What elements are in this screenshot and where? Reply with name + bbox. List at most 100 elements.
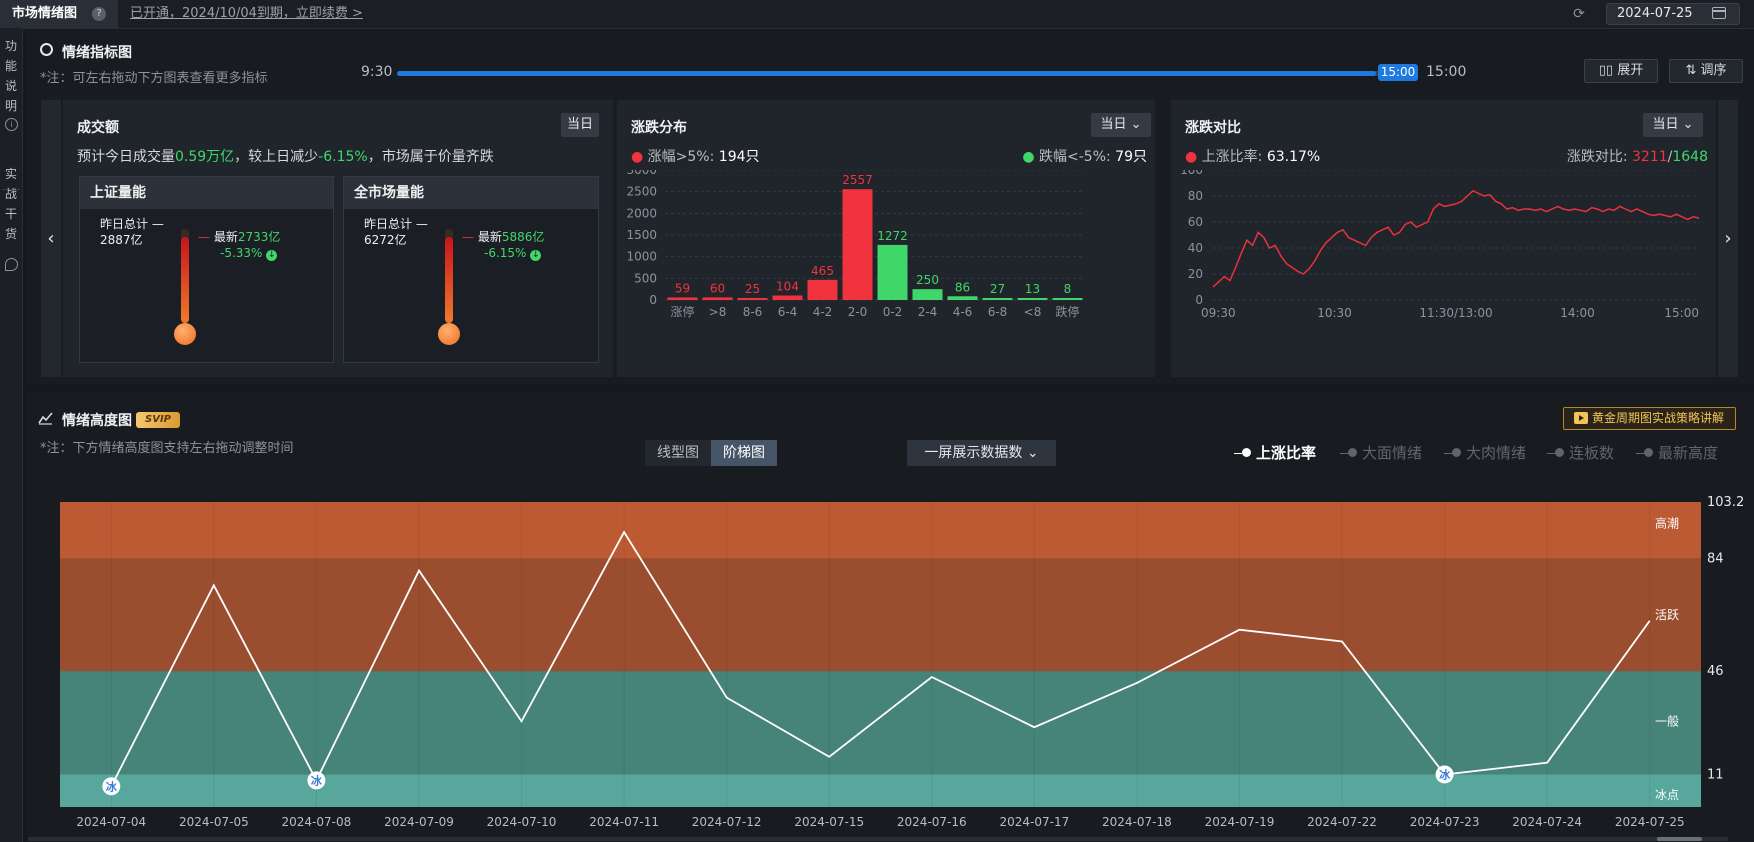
x-tick-label: 2024-07-17 — [999, 815, 1069, 829]
volume-card-all: 全市场量能 昨日总计 —6272亿 — 最新5886亿 -6.15% ↓ — [343, 176, 599, 363]
svip-badge: SVIP — [136, 412, 180, 428]
tab-line-chart[interactable]: 线型图 — [645, 440, 711, 466]
rail-feature-guide[interactable]: 功能说明 — [4, 39, 17, 113]
legend-rise-ratio[interactable]: 上涨比率 — [1234, 443, 1316, 463]
scroll-right-button[interactable]: › — [1718, 100, 1738, 377]
day-dropdown[interactable]: 当日 ⌄ — [1091, 113, 1151, 137]
chart-icon — [38, 411, 53, 429]
y-tick-label: 11 — [1707, 767, 1724, 782]
bar — [1017, 298, 1048, 300]
panel-title: 涨跌分布 — [631, 120, 687, 136]
y-tick-label: 100 — [1180, 170, 1203, 177]
bar — [737, 298, 768, 300]
help-icon[interactable]: ? — [92, 7, 106, 21]
y-tick-label: 40 — [1188, 241, 1203, 255]
bar-value-label: 25 — [745, 282, 760, 296]
panel-title: 成交额 — [77, 120, 119, 136]
x-tick-label: 2024-07-04 — [76, 815, 146, 829]
legend-big-gain[interactable]: 大肉情绪 — [1444, 443, 1526, 463]
bar-value-label: 1272 — [877, 229, 908, 243]
time-end: 15:00 — [1426, 64, 1467, 80]
ice-marker — [307, 771, 326, 790]
distribution-bar-chart: 0 500 1000 1500 2000 2500 3000 59 涨停 60 >8 25 8-6 104… — [626, 170, 1085, 319]
bar-value-label: 2557 — [842, 173, 873, 187]
y-tick-label: 46 — [1707, 664, 1724, 679]
x-tick-label: 2024-07-24 — [1512, 815, 1582, 829]
scrollbar-track — [28, 837, 1728, 841]
y-tick-label: 500 — [634, 271, 657, 285]
emotion-height-chart[interactable]: 冰点一般活跃高潮114684103.2冰冰冰2024-07-04 2024-07-… — [27, 490, 1754, 842]
down-arrow-icon: ↓ — [266, 250, 278, 261]
expand-button[interactable]: ▯▯ 展开 — [1584, 59, 1658, 83]
thermometer-fill — [181, 237, 189, 323]
zone-label: 活跃 — [1655, 608, 1679, 622]
rise-ratio-line — [1212, 189, 1700, 288]
bar — [667, 297, 698, 300]
scrollbar-thumb[interactable] — [1657, 837, 1702, 841]
up-down-compare: 涨跌对比: 3211/1648 — [1566, 149, 1708, 165]
x-tick-label: 09:30 — [1201, 306, 1236, 320]
y-tick-label: 2500 — [626, 185, 657, 199]
thermometer-fill — [445, 237, 453, 323]
bar-value-label: 13 — [1025, 282, 1040, 296]
latest-volume: — 最新5886亿 -6.15% ↓ — [462, 230, 545, 261]
legend-big-loss[interactable]: 大面情绪 — [1340, 443, 1422, 463]
legend-latest-height[interactable]: 最新高度 — [1636, 443, 1718, 463]
x-tick-label: 4-6 — [953, 305, 973, 319]
bar-value-label: 86 — [955, 280, 970, 294]
volume-card-sh: 上证量能 昨日总计 —2887亿 — 最新2733亿 -5.33% ↓ — [79, 176, 334, 363]
gold-cycle-button[interactable]: 黄金周期图实战策略讲解 — [1563, 407, 1736, 430]
x-tick-label: 2024-07-25 — [1615, 815, 1685, 829]
time-slider-fill — [397, 71, 1377, 76]
volume-panel: 成交额 当日 预计今日成交量0.59万亿，较上日减少-6.15%，市场属于价量齐… — [63, 100, 613, 377]
prev-total: 昨日总计 —6272亿 — [364, 217, 428, 247]
calendar-icon[interactable] — [1712, 7, 1726, 19]
day-dropdown[interactable]: 当日 ⌄ — [1643, 113, 1703, 137]
scroll-left-button[interactable]: ‹ — [41, 100, 61, 377]
x-tick-label: 6-4 — [778, 305, 798, 319]
y-tick-label: 3000 — [626, 170, 657, 177]
zone-label: 一般 — [1655, 713, 1679, 728]
bar-value-label: 60 — [710, 281, 725, 295]
zone-band — [60, 671, 1701, 775]
emotion-note: *注：下方情绪高度图支持左右拖动调整时间 — [40, 441, 294, 456]
rise-ratio: ● 上涨比率: 63.17% — [1185, 149, 1321, 165]
bar — [702, 297, 733, 300]
x-tick-label: 2024-07-19 — [1205, 815, 1275, 829]
panel-title: 涨跌对比 — [1185, 120, 1241, 136]
legend-consecutive[interactable]: 连板数 — [1547, 443, 1614, 463]
rail-practical-tips[interactable]: 实战干货 — [4, 167, 17, 241]
y-tick-label: 0 — [1195, 293, 1203, 307]
zone-label: 高潮 — [1655, 515, 1679, 530]
x-tick-label: 11:30/13:00 — [1419, 306, 1492, 320]
bar-value-label: 59 — [675, 281, 690, 295]
y-tick-label: 60 — [1188, 215, 1203, 229]
top-bar — [0, 0, 1754, 29]
down-stat: ● 跌幅<-5%: 79只 — [1022, 149, 1147, 165]
x-tick-label: 涨停 — [670, 304, 694, 319]
emotion-title: 情绪高度图 — [62, 413, 132, 429]
reorder-button[interactable]: ⇅ 调序 — [1669, 59, 1743, 83]
renew-link[interactable]: 已开通，2024/10/04到期，立即续费 > — [130, 6, 363, 21]
x-tick-label: 2024-07-22 — [1307, 815, 1377, 829]
sort-icon: ⇅ — [1685, 63, 1701, 78]
refresh-icon[interactable]: ⟳ — [1573, 6, 1585, 22]
day-button[interactable]: 当日 — [561, 113, 599, 137]
info-icon[interactable]: i — [5, 118, 18, 131]
x-tick-label: 2024-07-16 — [897, 815, 967, 829]
ice-marker — [102, 777, 121, 796]
date-picker[interactable]: 2024-07-25 — [1606, 3, 1740, 25]
zone-band — [60, 502, 1701, 559]
tab-step-chart[interactable]: 阶梯图 — [711, 440, 777, 466]
section-note: *注：可左右拖动下方图表查看更多指标 — [40, 71, 268, 86]
y-tick-label: 20 — [1188, 267, 1203, 281]
thermometer-bulb — [174, 323, 196, 345]
display-count-dropdown[interactable]: 一屏展示数据数 ⌄ — [907, 440, 1056, 466]
x-tick-label: 4-2 — [813, 305, 833, 319]
time-slider-handle[interactable]: 15:00 — [1378, 64, 1418, 81]
bar-value-label: 465 — [811, 264, 834, 278]
distribution-panel: 涨跌分布 当日 ⌄ ● 涨幅>5%: 194只 ● 跌幅<-5%: 79只 0 5… — [617, 100, 1155, 377]
zone-band — [60, 558, 1701, 672]
y-tick-label: 0 — [649, 293, 657, 307]
left-rail: 功能说明 i 实战干货 — [0, 28, 23, 842]
